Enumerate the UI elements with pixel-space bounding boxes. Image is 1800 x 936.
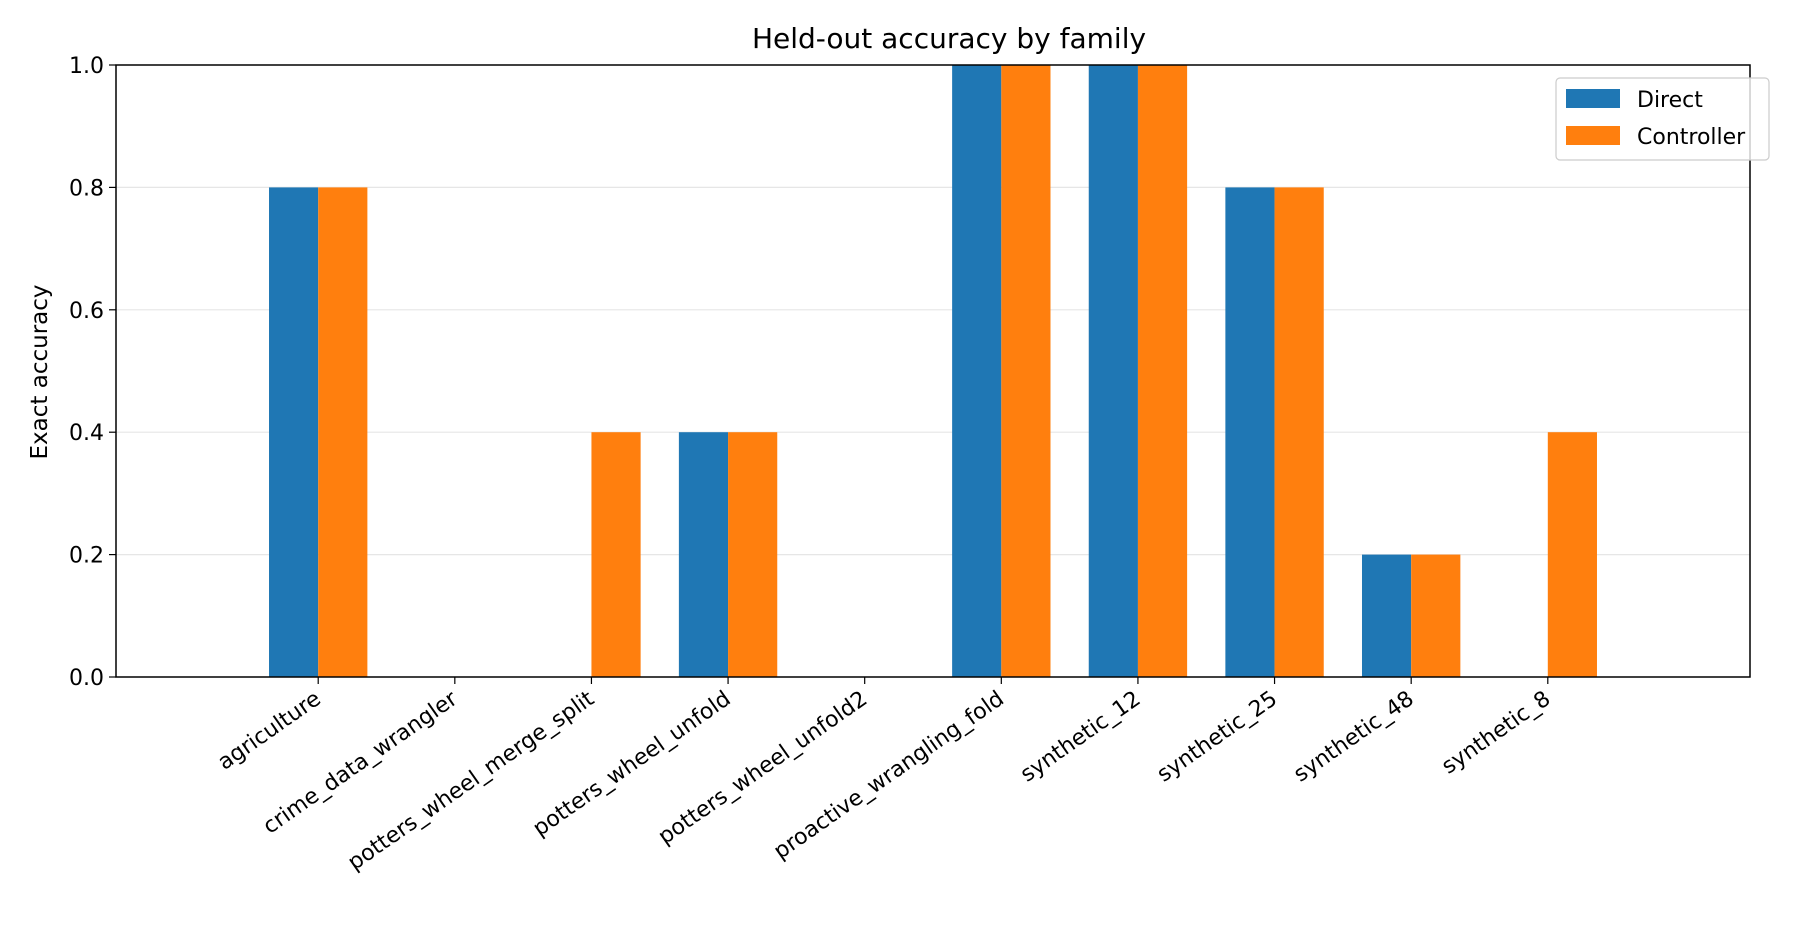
legend-label-direct: Direct <box>1637 88 1703 113</box>
y-tick-label: 1.0 <box>69 54 104 79</box>
bar-controller-synthetic_12 <box>1137 65 1188 677</box>
bar-direct-potters_wheel_unfold <box>678 432 729 677</box>
bar-direct-synthetic_25 <box>1225 187 1275 677</box>
legend-label-controller: Controller <box>1637 125 1746 150</box>
gridlines <box>116 186 1750 556</box>
bar-controller-proactive_wrangling_fold <box>1001 65 1051 677</box>
bar-controller-synthetic_8 <box>1547 432 1597 677</box>
bar-direct-agriculture <box>269 187 319 677</box>
y-tick-label: 0.8 <box>69 176 104 201</box>
legend-swatch-direct <box>1566 89 1620 108</box>
chart-title: Held-out accuracy by family <box>752 22 1146 55</box>
y-tick-label: 0.2 <box>69 544 104 569</box>
bar-direct-synthetic_48 <box>1361 554 1412 677</box>
bar-controller-potters_wheel_merge_split <box>591 432 641 677</box>
bar-controller-agriculture <box>318 187 368 677</box>
bar-controller-synthetic_48 <box>1411 554 1461 677</box>
y-tick-label: 0.0 <box>69 666 104 691</box>
bar-direct-synthetic_12 <box>1088 65 1138 677</box>
legend-swatch-controller <box>1566 126 1620 145</box>
bars <box>269 65 1597 677</box>
y-axis: 0.0 0.2 0.4 0.6 0.8 1.0 <box>69 54 116 691</box>
legend: Direct Controller <box>1555 77 1770 161</box>
y-tick-label: 0.4 <box>69 421 104 446</box>
plot-frame <box>115 64 1751 678</box>
bar-controller-synthetic_25 <box>1274 187 1324 677</box>
y-axis-label: Exact accuracy <box>27 285 53 460</box>
bar-direct-proactive_wrangling_fold <box>952 65 1002 677</box>
bar-controller-potters_wheel_unfold <box>728 432 778 677</box>
y-tick-label: 0.6 <box>69 299 104 324</box>
